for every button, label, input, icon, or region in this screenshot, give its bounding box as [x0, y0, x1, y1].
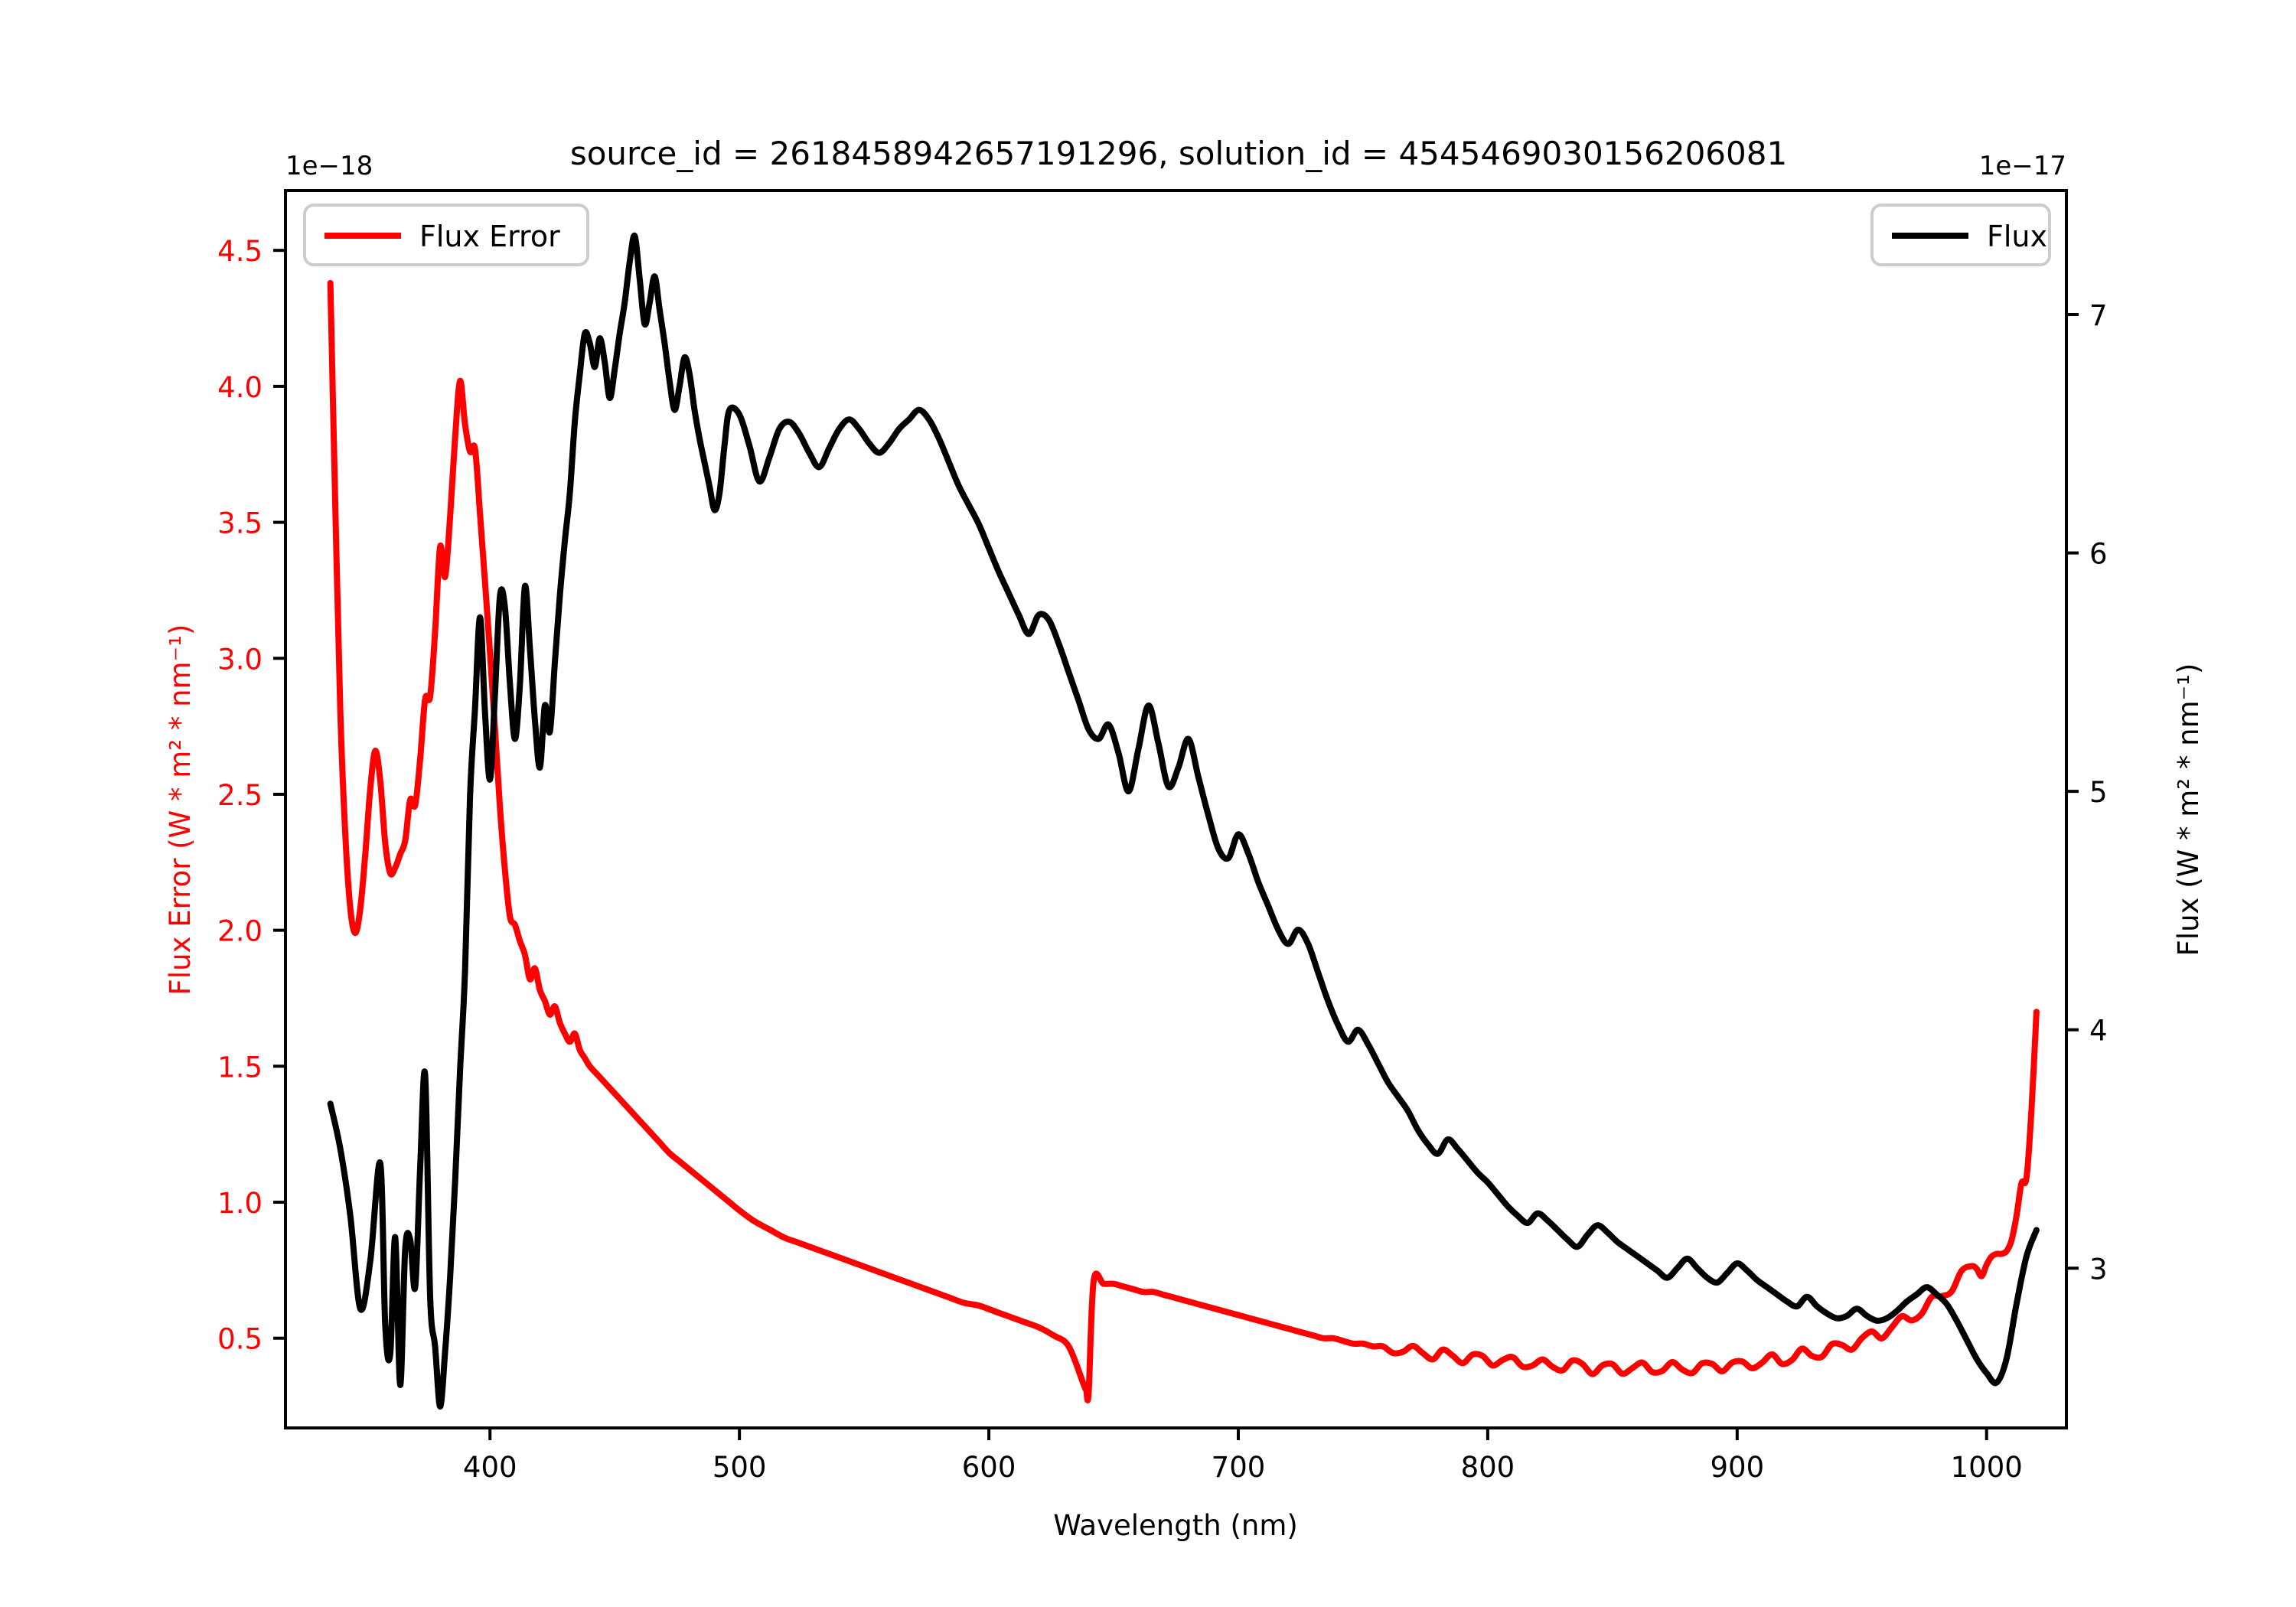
legend-flux-error-label: Flux Error — [419, 220, 560, 253]
x-axis-ticks: 400 500 600 700 800 900 1000 — [463, 1428, 2023, 1484]
right-tick-label: 6 — [2089, 538, 2108, 571]
data-curves — [327, 233, 2040, 1410]
x-tick-label: 900 — [1710, 1451, 1764, 1484]
x-tick-label: 400 — [463, 1451, 517, 1484]
right-axis-ticks: 3 4 5 6 7 — [2066, 299, 2108, 1286]
right-tick-label: 3 — [2089, 1253, 2108, 1286]
left-axis-ticks: 0.5 1.0 1.5 2.0 2.5 3.0 3.5 4.0 4.5 — [217, 235, 285, 1356]
left-axis-title: Flux Error (W * m² * nm⁻¹) — [164, 624, 197, 996]
x-tick-label: 700 — [1212, 1451, 1266, 1484]
left-tick-label: 1.5 — [217, 1051, 263, 1084]
left-tick-label: 2.5 — [217, 779, 263, 812]
legend-flux-label: Flux — [1987, 220, 2047, 253]
x-tick-label: 800 — [1461, 1451, 1515, 1484]
x-tick-label: 600 — [962, 1451, 1016, 1484]
legend-flux-error-box — [303, 204, 589, 266]
right-axis-offset-text: 1e−17 — [1979, 151, 2066, 181]
right-axis-title: Flux (W * m² * nm⁻¹) — [2172, 663, 2205, 957]
left-tick-label: 1.0 — [217, 1187, 263, 1220]
curve-flux-error — [327, 279, 2040, 1403]
left-tick-label: 3.0 — [217, 643, 263, 676]
right-tick-label: 4 — [2089, 1015, 2108, 1048]
left-tick-label: 4.5 — [217, 235, 263, 268]
left-axis-offset-text: 1e−18 — [285, 151, 373, 181]
right-tick-label: 5 — [2089, 776, 2108, 809]
x-tick-label: 1000 — [1951, 1451, 2023, 1484]
x-tick-label: 500 — [713, 1451, 767, 1484]
curve-flux — [327, 233, 2040, 1410]
left-tick-label: 0.5 — [217, 1323, 263, 1356]
left-tick-label: 4.0 — [217, 371, 263, 404]
right-tick-label: 7 — [2089, 299, 2108, 332]
left-tick-label: 3.5 — [217, 507, 263, 540]
x-axis-title: Wavelength (nm) — [1053, 1509, 1298, 1542]
legend-flux-error[interactable]: Flux Error — [303, 204, 589, 266]
chart-title: source_id = 2618458942657191296, solutio… — [570, 135, 1787, 172]
legend-flux[interactable]: Flux — [1870, 204, 2051, 266]
plot-frame — [284, 189, 2068, 1429]
left-tick-label: 2.0 — [217, 915, 263, 948]
